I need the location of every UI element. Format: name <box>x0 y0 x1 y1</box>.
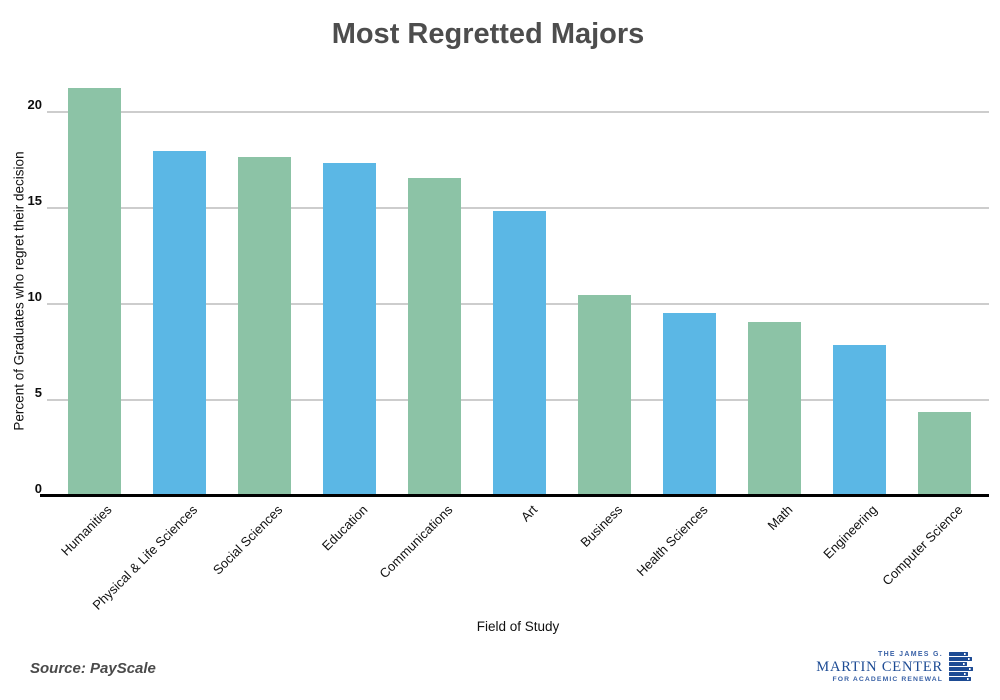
bar-math <box>748 322 801 495</box>
logo-text-block: THE JAMES G. MARTIN CENTER FOR ACADEMIC … <box>816 651 943 683</box>
logo-line-martin-center: MARTIN CENTER <box>816 659 943 675</box>
x-tick-label-art: Art <box>517 502 541 525</box>
x-tick-label-education: Education <box>318 502 371 554</box>
y-tick-label-15: 15 <box>27 193 42 208</box>
y-tick-label-0: 0 <box>34 481 42 496</box>
bar-art <box>493 211 546 495</box>
bar-engineering <box>833 345 886 495</box>
x-tick-label-engineering: Engineering <box>820 502 881 562</box>
chart-title: Most Regretted Majors <box>331 18 645 50</box>
x-tick-label-communications: Communications <box>376 502 456 582</box>
martin-center-logo: THE JAMES G. MARTIN CENTER FOR ACADEMIC … <box>816 651 973 683</box>
bar-education <box>323 163 376 495</box>
x-tick-label-health-sciences: Health Sciences <box>633 502 711 580</box>
logo-line-the-james-g: THE JAMES G. <box>878 651 943 658</box>
logo-books-icon <box>949 651 973 681</box>
bar-computer-science <box>918 412 971 495</box>
logo-line-for-academic-renewal: FOR ACADEMIC RENEWAL <box>832 675 943 683</box>
x-axis-line <box>40 494 989 497</box>
bar-physical-life-sciences <box>153 151 206 495</box>
gridline-15 <box>47 207 989 209</box>
source-note: Source: PayScale <box>30 660 156 677</box>
x-tick-label-computer-science: Computer Science <box>878 502 966 589</box>
x-tick-label-humanities: Humanities <box>58 502 116 559</box>
bar-communications <box>408 178 461 495</box>
bar-social-sciences <box>238 157 291 495</box>
bar-business <box>578 295 631 495</box>
x-tick-label-math: Math <box>764 502 796 534</box>
y-tick-label-5: 5 <box>34 385 42 400</box>
bar-health-sciences <box>663 313 716 495</box>
y-tick-label-20: 20 <box>27 97 42 112</box>
x-tick-label-social-sciences: Social Sciences <box>209 502 286 578</box>
x-axis-title: Field of Study <box>476 619 560 634</box>
gridline-20 <box>47 111 989 113</box>
x-tick-label-business: Business <box>577 502 626 550</box>
bar-humanities <box>68 88 121 495</box>
y-tick-label-10: 10 <box>27 289 42 304</box>
